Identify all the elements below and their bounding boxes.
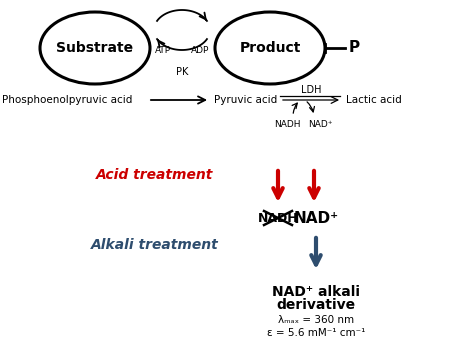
Text: ATP: ATP [155,45,171,54]
Text: NAD⁺ alkali: NAD⁺ alkali [271,285,359,299]
Text: ε = 5.6 mM⁻¹ cm⁻¹: ε = 5.6 mM⁻¹ cm⁻¹ [266,328,364,338]
Text: derivative: derivative [276,298,355,312]
Text: NAD⁺: NAD⁺ [293,211,338,226]
Text: NADH: NADH [273,120,299,129]
Text: NADH: NADH [257,212,298,224]
Text: LDH: LDH [300,85,320,95]
Text: Product: Product [239,41,300,55]
Text: Substrate: Substrate [56,41,133,55]
Text: P: P [348,39,359,54]
Text: ADP: ADP [190,45,209,54]
Text: Pyruvic acid: Pyruvic acid [213,95,277,105]
Text: Alkali treatment: Alkali treatment [91,238,218,252]
Text: λₘₐₓ = 360 nm: λₘₐₓ = 360 nm [278,315,353,325]
Text: NAD⁺: NAD⁺ [307,120,332,129]
Text: Acid treatment: Acid treatment [96,168,213,182]
Text: Lactic acid: Lactic acid [345,95,401,105]
Text: PK: PK [176,67,188,77]
Text: Phosphoenolpyruvic acid: Phosphoenolpyruvic acid [2,95,132,105]
